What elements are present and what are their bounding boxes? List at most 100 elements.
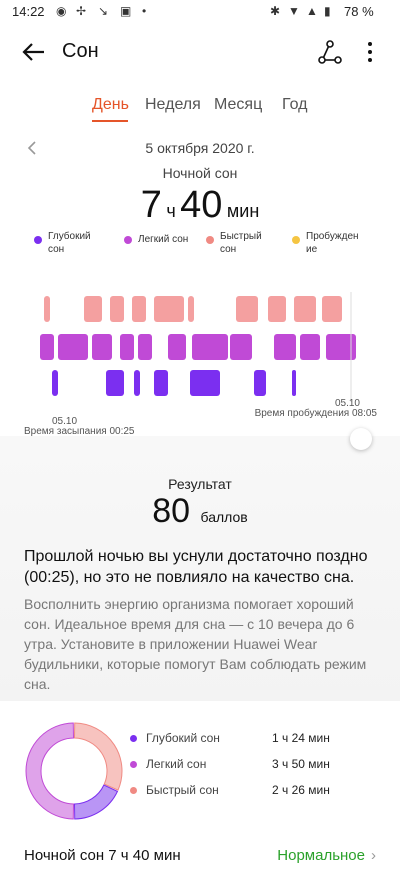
tab-week[interactable]: Неделя <box>145 96 201 113</box>
page-title: Сон <box>62 40 99 62</box>
breakdown-legend: Глубокий сон 1 ч 24 мин Легкий сон 3 ч 5… <box>130 729 380 807</box>
chevron-left-icon <box>27 141 36 155</box>
sleep-stage-chart <box>40 292 356 402</box>
light-block <box>92 334 112 360</box>
legend-deep-label: Глубокий сон <box>48 231 91 255</box>
deep-block <box>134 370 140 396</box>
share-button[interactable] <box>316 38 344 66</box>
breakdown-deep-dot <box>130 735 137 742</box>
missed-call-icon: ↘ <box>98 4 109 18</box>
rem-block <box>236 296 258 322</box>
deep-block <box>52 370 58 396</box>
tab-month[interactable]: Месяц <box>214 96 263 113</box>
breakdown-rem-value: 2 ч 26 мин <box>272 783 330 797</box>
breakdown-rem-dot <box>130 787 137 794</box>
date-navigator: 5 октября 2020 г. <box>0 134 400 162</box>
chevron-right-icon: › <box>371 847 376 864</box>
more-button[interactable] <box>360 38 380 66</box>
battery-icon: ▮ <box>324 4 331 18</box>
deep-block <box>292 370 296 396</box>
donut-segment <box>25 722 75 820</box>
light-block <box>300 334 320 360</box>
battery-level: 78 % <box>344 4 374 19</box>
breakdown-light-value: 3 ч 50 мин <box>272 757 330 771</box>
legend-rem-label: Быстрый сон <box>220 231 262 255</box>
sleep-advice-text: Восполнить энергию организма помогает хо… <box>24 596 367 692</box>
breakdown-row-light: Легкий сон 3 ч 50 мин <box>130 755 380 781</box>
fan-icon: ✢ <box>76 4 87 18</box>
legend-rem-dot <box>206 236 214 244</box>
rem-block <box>188 296 194 322</box>
more-vertical-icon <box>368 42 372 62</box>
minutes-unit: мин <box>226 201 260 221</box>
rem-block <box>268 296 286 322</box>
tab-year[interactable]: Год <box>282 96 308 113</box>
sleep-score: 80 баллов <box>0 492 400 531</box>
light-block <box>120 334 134 360</box>
donut-segment <box>73 722 123 791</box>
previous-date-button[interactable] <box>22 138 42 158</box>
breakdown-light-dot <box>130 761 137 768</box>
app-bar: Сон <box>0 24 400 80</box>
hours-value: 7 <box>140 184 162 226</box>
share-icon <box>318 40 342 64</box>
rem-blocks <box>44 296 342 322</box>
breakdown-row-deep: Глубокий сон 1 ч 24 мин <box>130 729 380 755</box>
result-panel <box>0 436 400 701</box>
period-tabs: День Неделя Месяц Год <box>0 88 400 128</box>
result-title: Результат <box>168 476 232 492</box>
bluetooth-icon: ✱ <box>270 4 281 18</box>
rem-block <box>44 296 50 322</box>
light-block <box>274 334 296 360</box>
dot-icon: • <box>142 4 147 18</box>
total-sleep-duration: 7 ч 40 мин <box>0 184 400 227</box>
sleep-insight-headline: Прошлой ночью вы уснули достаточно поздн… <box>24 548 368 586</box>
deep-block <box>190 370 220 396</box>
sleep-start-date: 05.10 <box>52 416 78 427</box>
active-tab-indicator <box>92 120 128 122</box>
deep-blocks <box>52 370 296 396</box>
sleep-breakdown-card: Глубокий сон 1 ч 24 мин Легкий сон 3 ч 5… <box>0 705 400 889</box>
legend-light-dot <box>124 236 132 244</box>
selected-date: 5 октября 2020 г. <box>145 140 255 156</box>
image-icon: ▣ <box>120 4 132 18</box>
breakdown-rem-label: Быстрый сон <box>146 783 219 797</box>
status-bar: 14:22 ◉ ✢ ↘ ▣ • ✱ ▼ ▲ ▮ 78 % <box>0 0 400 24</box>
legend-deep-dot <box>34 236 42 244</box>
rem-block <box>154 296 184 322</box>
deep-block <box>154 370 168 396</box>
wifi-icon: ▼ <box>288 4 300 18</box>
breakdown-deep-label: Глубокий сон <box>146 731 220 745</box>
night-sleep-title: Ночной сон <box>162 165 238 181</box>
score-value: 80 <box>152 492 191 530</box>
score-unit: баллов <box>200 509 248 525</box>
legend-light-label: Легкий сон <box>138 234 189 245</box>
rem-block <box>132 296 146 322</box>
rem-block <box>294 296 316 322</box>
light-block <box>326 334 356 360</box>
back-button[interactable] <box>18 36 50 68</box>
clock: 14:22 <box>12 4 45 19</box>
sleep-start-label: Время засыпания 00:25 <box>24 426 135 437</box>
chart-scrubber-handle[interactable] <box>350 428 372 450</box>
legend-awake: Пробуждение <box>292 230 372 256</box>
back-arrow-icon <box>22 43 44 61</box>
wake-date: 05.10 <box>334 398 360 409</box>
signal-icon: ▲ <box>306 4 318 18</box>
legend-light: Легкий сон <box>124 230 204 246</box>
light-block <box>230 334 252 360</box>
light-block <box>168 334 186 360</box>
sleep-quality-link[interactable]: Нормальное › <box>277 847 376 864</box>
legend-awake-dot <box>292 236 300 244</box>
donut-segment <box>73 784 119 820</box>
rem-block <box>322 296 342 322</box>
whatsapp-icon: ◉ <box>56 4 67 18</box>
hours-unit: ч <box>166 201 176 221</box>
rem-block <box>84 296 102 322</box>
light-block <box>138 334 152 360</box>
light-block <box>40 334 54 360</box>
legend-rem: Быстрый сон <box>206 230 286 256</box>
legend-deep: Глубокий сон <box>34 230 114 256</box>
tab-day[interactable]: День <box>92 96 129 113</box>
light-block <box>192 334 228 360</box>
